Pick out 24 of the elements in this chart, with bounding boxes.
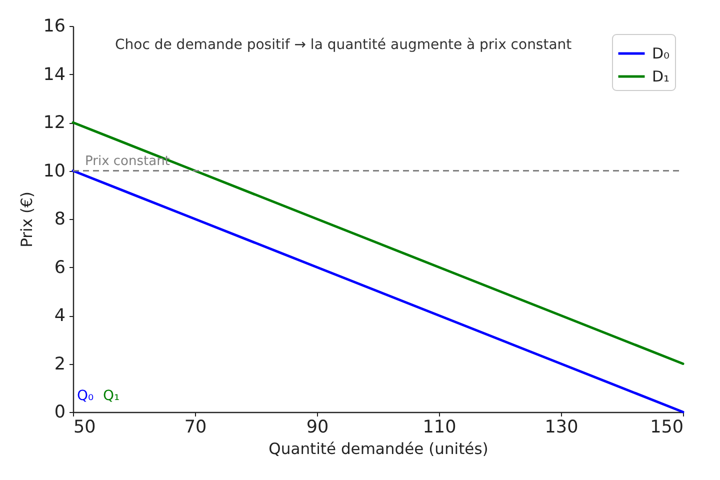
y-tick-label: 16	[43, 16, 66, 36]
ref-line-label: Prix constant	[85, 154, 170, 169]
annotation: Q₁	[103, 388, 120, 404]
y-tick-label: 4	[54, 306, 66, 326]
legend-label: D₀	[652, 44, 670, 62]
y-axis-title: Prix (€)	[18, 192, 36, 248]
line-series	[72, 121, 684, 365]
annotation: Q₀	[77, 388, 94, 404]
y-tick-label: 14	[43, 64, 66, 85]
y-tick-label: 0	[54, 402, 66, 422]
y-tick-label: 8	[54, 210, 66, 230]
y-tick-label: 6	[54, 258, 66, 278]
x-tick-label: 110	[422, 418, 456, 438]
legend-label: D₁	[652, 68, 670, 86]
x-tick-label: 150	[650, 418, 684, 438]
x-axis-title: Quantité demandée (unités)	[268, 440, 488, 458]
y-tick-label: 2	[54, 354, 66, 374]
x-tick-label: 130	[544, 418, 578, 438]
y-tick-label: 10	[43, 161, 66, 182]
x-tick-label: 50	[74, 418, 96, 438]
annotation: Choc de demande positif → la quantité augmente à prix constant	[115, 37, 572, 53]
x-tick-label: 70	[184, 418, 207, 438]
x-tick-label: 90	[306, 418, 329, 438]
y-tick-label: 12	[43, 113, 66, 133]
